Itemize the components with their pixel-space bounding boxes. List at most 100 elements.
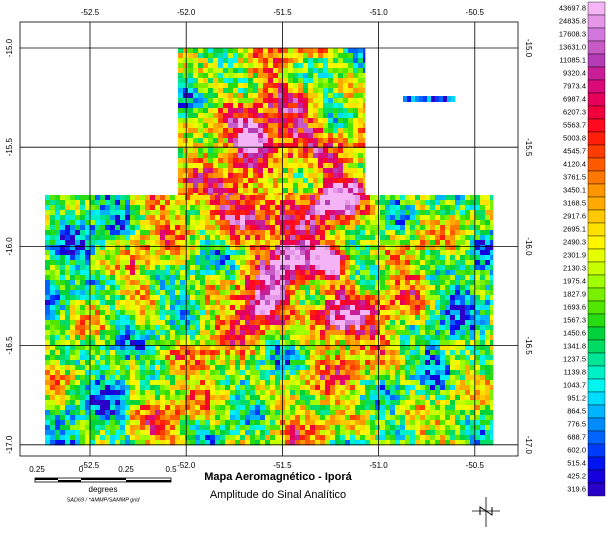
raster-cell	[318, 183, 323, 188]
raster-cell	[145, 405, 150, 410]
raster-cell	[115, 290, 120, 295]
raster-cell	[330, 315, 335, 320]
raster-cell	[313, 68, 318, 73]
raster-cell	[110, 230, 115, 235]
raster-cell	[270, 365, 275, 370]
raster-cell	[185, 215, 190, 220]
raster-cell	[485, 350, 490, 355]
raster-cell	[490, 200, 493, 205]
raster-cell	[185, 285, 190, 290]
raster-cell	[238, 93, 243, 98]
raster-cell	[425, 230, 430, 235]
raster-cell	[85, 385, 90, 390]
raster-cell	[385, 330, 390, 335]
raster-cell	[260, 220, 265, 225]
raster-cell	[235, 220, 240, 225]
raster-cell	[298, 163, 303, 168]
raster-cell	[90, 390, 95, 395]
raster-cell	[315, 295, 320, 300]
raster-cell	[248, 128, 253, 133]
raster-cell	[270, 220, 275, 225]
raster-cell	[75, 225, 80, 230]
raster-cell	[303, 188, 308, 193]
raster-cell	[295, 370, 300, 375]
raster-cell	[70, 365, 75, 370]
raster-cell	[80, 360, 85, 365]
raster-cell	[230, 245, 235, 250]
raster-cell	[180, 290, 185, 295]
raster-cell	[390, 245, 395, 250]
raster-cell	[350, 400, 355, 405]
raster-cell	[445, 320, 450, 325]
raster-cell	[435, 380, 440, 385]
raster-cell	[355, 320, 360, 325]
raster-cell	[308, 128, 313, 133]
raster-cell	[105, 230, 110, 235]
raster-cell	[185, 245, 190, 250]
raster-cell	[455, 375, 460, 380]
raster-cell	[305, 360, 310, 365]
raster-cell	[190, 335, 195, 340]
raster-cell	[80, 250, 85, 255]
raster-cell	[450, 245, 455, 250]
raster-cell	[293, 173, 298, 178]
raster-cell	[325, 225, 330, 230]
raster-cell	[320, 265, 325, 270]
raster-cell	[145, 200, 150, 205]
raster-cell	[343, 183, 348, 188]
raster-cell	[350, 365, 355, 370]
raster-cell	[370, 255, 375, 260]
raster-cell	[70, 360, 75, 365]
raster-cell	[310, 280, 315, 285]
raster-cell	[240, 380, 245, 385]
raster-cell	[210, 310, 215, 315]
raster-cell	[300, 305, 305, 310]
raster-cell	[220, 365, 225, 370]
raster-cell	[343, 138, 348, 143]
raster-cell	[310, 235, 315, 240]
raster-cell	[305, 245, 310, 250]
raster-cell	[290, 315, 295, 320]
raster-cell	[240, 290, 245, 295]
raster-cell	[250, 315, 255, 320]
raster-cell	[90, 195, 95, 200]
raster-cell	[80, 260, 85, 265]
raster-cell	[240, 390, 245, 395]
raster-cell	[170, 225, 175, 230]
raster-cell	[285, 365, 290, 370]
raster-cell	[203, 168, 208, 173]
raster-cell	[270, 240, 275, 245]
raster-cell	[320, 225, 325, 230]
raster-cell	[180, 285, 185, 290]
raster-cell	[213, 103, 218, 108]
raster-cell	[268, 173, 273, 178]
raster-cell	[400, 215, 405, 220]
raster-cell	[360, 250, 365, 255]
raster-cell	[400, 310, 405, 315]
raster-cell	[260, 330, 265, 335]
raster-cell	[445, 325, 450, 330]
raster-cell	[110, 270, 115, 275]
raster-cell	[460, 260, 465, 265]
raster-cell	[110, 290, 115, 295]
raster-cell	[420, 400, 425, 405]
raster-cell	[213, 148, 218, 153]
raster-cell	[210, 355, 215, 360]
raster-cell	[490, 370, 493, 375]
raster-cell	[435, 305, 440, 310]
raster-cell	[188, 113, 193, 118]
raster-cell	[60, 275, 65, 280]
raster-cell	[365, 375, 370, 380]
raster-cell	[490, 235, 493, 240]
raster-cell	[270, 245, 275, 250]
raster-cell	[405, 250, 410, 255]
raster-cell	[303, 73, 308, 78]
raster-cell	[170, 350, 175, 355]
raster-cell	[265, 320, 270, 325]
raster-cell	[390, 280, 395, 285]
raster-cell	[230, 270, 235, 275]
raster-cell	[293, 63, 298, 68]
raster-cell	[290, 400, 295, 405]
raster-cell	[390, 325, 395, 330]
raster-cell	[370, 270, 375, 275]
